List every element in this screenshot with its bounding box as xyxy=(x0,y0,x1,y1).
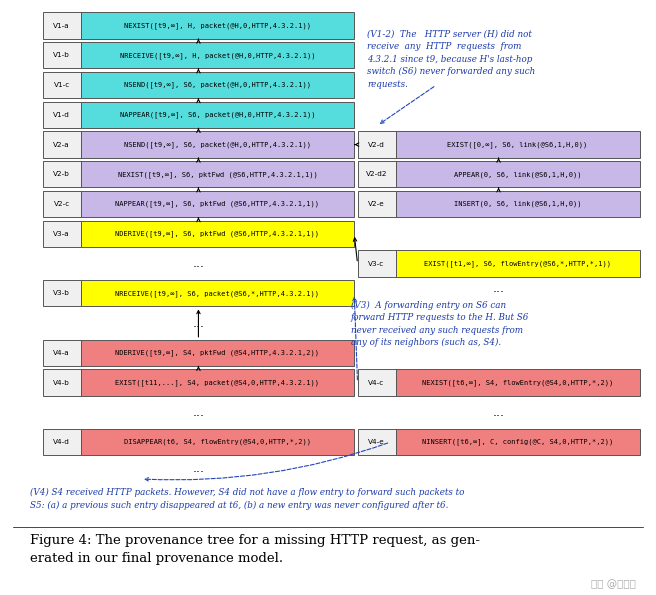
Text: EXIST([t11,...], S4, packet(@S4,0,HTTP,4.3.2.1)): EXIST([t11,...], S4, packet(@S4,0,HTTP,4… xyxy=(115,379,319,386)
FancyBboxPatch shape xyxy=(81,429,354,455)
Text: V4-e: V4-e xyxy=(368,439,385,445)
FancyBboxPatch shape xyxy=(396,161,640,187)
Text: V2-e: V2-e xyxy=(368,201,385,207)
FancyBboxPatch shape xyxy=(43,131,81,158)
Text: EXIST([0,∞], S6, link(@S6,1,H,0)): EXIST([0,∞], S6, link(@S6,1,H,0)) xyxy=(447,141,588,148)
Text: V1-b: V1-b xyxy=(53,52,70,58)
Text: DISAPPEAR(t6, S4, flowEntry(@S4,0,HTTP,*,2)): DISAPPEAR(t6, S4, flowEntry(@S4,0,HTTP,*… xyxy=(124,439,311,445)
Text: ...: ... xyxy=(192,406,205,419)
FancyBboxPatch shape xyxy=(396,250,640,277)
FancyBboxPatch shape xyxy=(43,102,81,128)
Text: NRECEIVE([t9,∞], H, packet(@H,0,HTTP,4.3.2.1)): NRECEIVE([t9,∞], H, packet(@H,0,HTTP,4.3… xyxy=(119,52,316,59)
FancyBboxPatch shape xyxy=(358,250,396,277)
Text: NEXIST([t6,∞], S4, flowEntry(@S4,0,HTTP,*,2)): NEXIST([t6,∞], S4, flowEntry(@S4,0,HTTP,… xyxy=(422,379,613,386)
Text: ...: ... xyxy=(192,462,205,475)
FancyBboxPatch shape xyxy=(396,191,640,217)
FancyBboxPatch shape xyxy=(81,131,354,158)
FancyBboxPatch shape xyxy=(43,221,81,247)
Text: V1-a: V1-a xyxy=(53,23,70,29)
FancyBboxPatch shape xyxy=(43,12,81,39)
FancyBboxPatch shape xyxy=(43,280,81,306)
Text: V4-a: V4-a xyxy=(53,350,70,356)
Text: NEXIST([t9,∞], H, packet(@H,0,HTTP,4.3.2.1)): NEXIST([t9,∞], H, packet(@H,0,HTTP,4.3.2… xyxy=(124,22,311,29)
FancyBboxPatch shape xyxy=(81,72,354,98)
FancyBboxPatch shape xyxy=(43,161,81,187)
Text: ...: ... xyxy=(493,282,504,295)
Text: NSEND([t9,∞], S6, packet(@H,0,HTTP,4.3.2.1)): NSEND([t9,∞], S6, packet(@H,0,HTTP,4.3.2… xyxy=(124,82,311,89)
Text: NSEND([t9,∞], S6, packet(@H,0,HTTP,4.3.2.1)): NSEND([t9,∞], S6, packet(@H,0,HTTP,4.3.2… xyxy=(124,141,311,148)
Text: NDERIVE([t9,∞], S6, pktFwd (@S6,HTTP,4.3.2.1,1)): NDERIVE([t9,∞], S6, pktFwd (@S6,HTTP,4.3… xyxy=(115,230,319,237)
FancyBboxPatch shape xyxy=(43,42,81,68)
Text: NAPPEAR([t9,∞], S6, pktFwd (@S6,HTTP,4.3.2.1,1)): NAPPEAR([t9,∞], S6, pktFwd (@S6,HTTP,4.3… xyxy=(115,201,319,208)
FancyBboxPatch shape xyxy=(396,429,640,455)
FancyBboxPatch shape xyxy=(43,340,81,366)
FancyBboxPatch shape xyxy=(81,191,354,217)
FancyBboxPatch shape xyxy=(81,102,354,128)
Text: ...: ... xyxy=(493,406,504,419)
Text: V4-c: V4-c xyxy=(369,380,384,386)
FancyBboxPatch shape xyxy=(358,429,396,455)
FancyBboxPatch shape xyxy=(81,369,354,396)
Text: INSERT(0, S6, link(@S6,1,H,0)): INSERT(0, S6, link(@S6,1,H,0)) xyxy=(454,201,581,207)
FancyBboxPatch shape xyxy=(358,369,396,396)
Text: (V1-2)  The   HTTP server (H) did not
receive  any  HTTP  requests  from
4.3.2.1: (V1-2) The HTTP server (H) did not recei… xyxy=(367,30,535,89)
Text: V2-d: V2-d xyxy=(368,142,385,148)
Text: V1-c: V1-c xyxy=(54,82,70,88)
Text: V4-d: V4-d xyxy=(53,439,70,445)
Text: Figure 4: The provenance tree for a missing HTTP request, as gen-
erated in our : Figure 4: The provenance tree for a miss… xyxy=(30,534,480,565)
FancyBboxPatch shape xyxy=(81,280,354,306)
Text: APPEAR(0, S6, link(@S6,1,H,0)): APPEAR(0, S6, link(@S6,1,H,0)) xyxy=(454,171,581,177)
Text: NDERIVE([t9,∞], S4, pktFwd (@S4,HTTP,4.3.2.1,2)): NDERIVE([t9,∞], S4, pktFwd (@S4,HTTP,4.3… xyxy=(115,349,319,356)
FancyBboxPatch shape xyxy=(43,72,81,98)
Text: V1-d: V1-d xyxy=(53,112,70,118)
FancyBboxPatch shape xyxy=(81,161,354,187)
FancyBboxPatch shape xyxy=(43,429,81,455)
FancyBboxPatch shape xyxy=(396,369,640,396)
Text: NEXIST([t9,∞], S6, pktFwd (@S6,HTTP,4.3.2.1,1)): NEXIST([t9,∞], S6, pktFwd (@S6,HTTP,4.3.… xyxy=(117,171,318,178)
FancyBboxPatch shape xyxy=(81,12,354,39)
Text: NRECEIVE([t9,∞], S6, packet(@S6,*,HTTP,4.3.2.1)): NRECEIVE([t9,∞], S6, packet(@S6,*,HTTP,4… xyxy=(115,290,319,297)
Text: V3-a: V3-a xyxy=(53,231,70,237)
Text: V3-c: V3-c xyxy=(369,261,384,267)
Text: NAPPEAR([t9,∞], S6, packet(@H,0,HTTP,4.3.2.1)): NAPPEAR([t9,∞], S6, packet(@H,0,HTTP,4.3… xyxy=(119,111,316,118)
Text: ...: ... xyxy=(192,317,205,330)
Text: V3-b: V3-b xyxy=(53,290,70,296)
Text: (V3)  A forwarding entry on S6 can
forward HTTP requests to the H. But S6
never : (V3) A forwarding entry on S6 can forwar… xyxy=(351,300,529,347)
Text: 知乎 @张明锋: 知乎 @张明锋 xyxy=(592,579,636,589)
FancyBboxPatch shape xyxy=(358,161,396,187)
Text: V4-b: V4-b xyxy=(53,380,70,386)
Text: V2-d2: V2-d2 xyxy=(366,171,387,177)
Text: V2-b: V2-b xyxy=(53,171,70,177)
Text: V2-c: V2-c xyxy=(54,201,70,207)
Text: NINSERT([t6,∞], C, config(@C, S4,0,HTTP,*,2)): NINSERT([t6,∞], C, config(@C, S4,0,HTTP,… xyxy=(422,439,613,446)
FancyBboxPatch shape xyxy=(81,42,354,68)
FancyBboxPatch shape xyxy=(81,221,354,247)
FancyBboxPatch shape xyxy=(358,191,396,217)
Text: EXIST([t1,∞], S6, flowEntry(@S6,*,HTTP,*,1)): EXIST([t1,∞], S6, flowEntry(@S6,*,HTTP,*… xyxy=(424,260,611,267)
Text: V2-a: V2-a xyxy=(53,142,70,148)
Text: (V4) S4 received HTTP packets. However, S4 did not have a flow entry to forward : (V4) S4 received HTTP packets. However, … xyxy=(30,488,464,510)
FancyBboxPatch shape xyxy=(43,369,81,396)
FancyBboxPatch shape xyxy=(43,191,81,217)
Text: ...: ... xyxy=(192,257,205,270)
FancyBboxPatch shape xyxy=(358,131,396,158)
FancyBboxPatch shape xyxy=(81,340,354,366)
FancyBboxPatch shape xyxy=(396,131,640,158)
